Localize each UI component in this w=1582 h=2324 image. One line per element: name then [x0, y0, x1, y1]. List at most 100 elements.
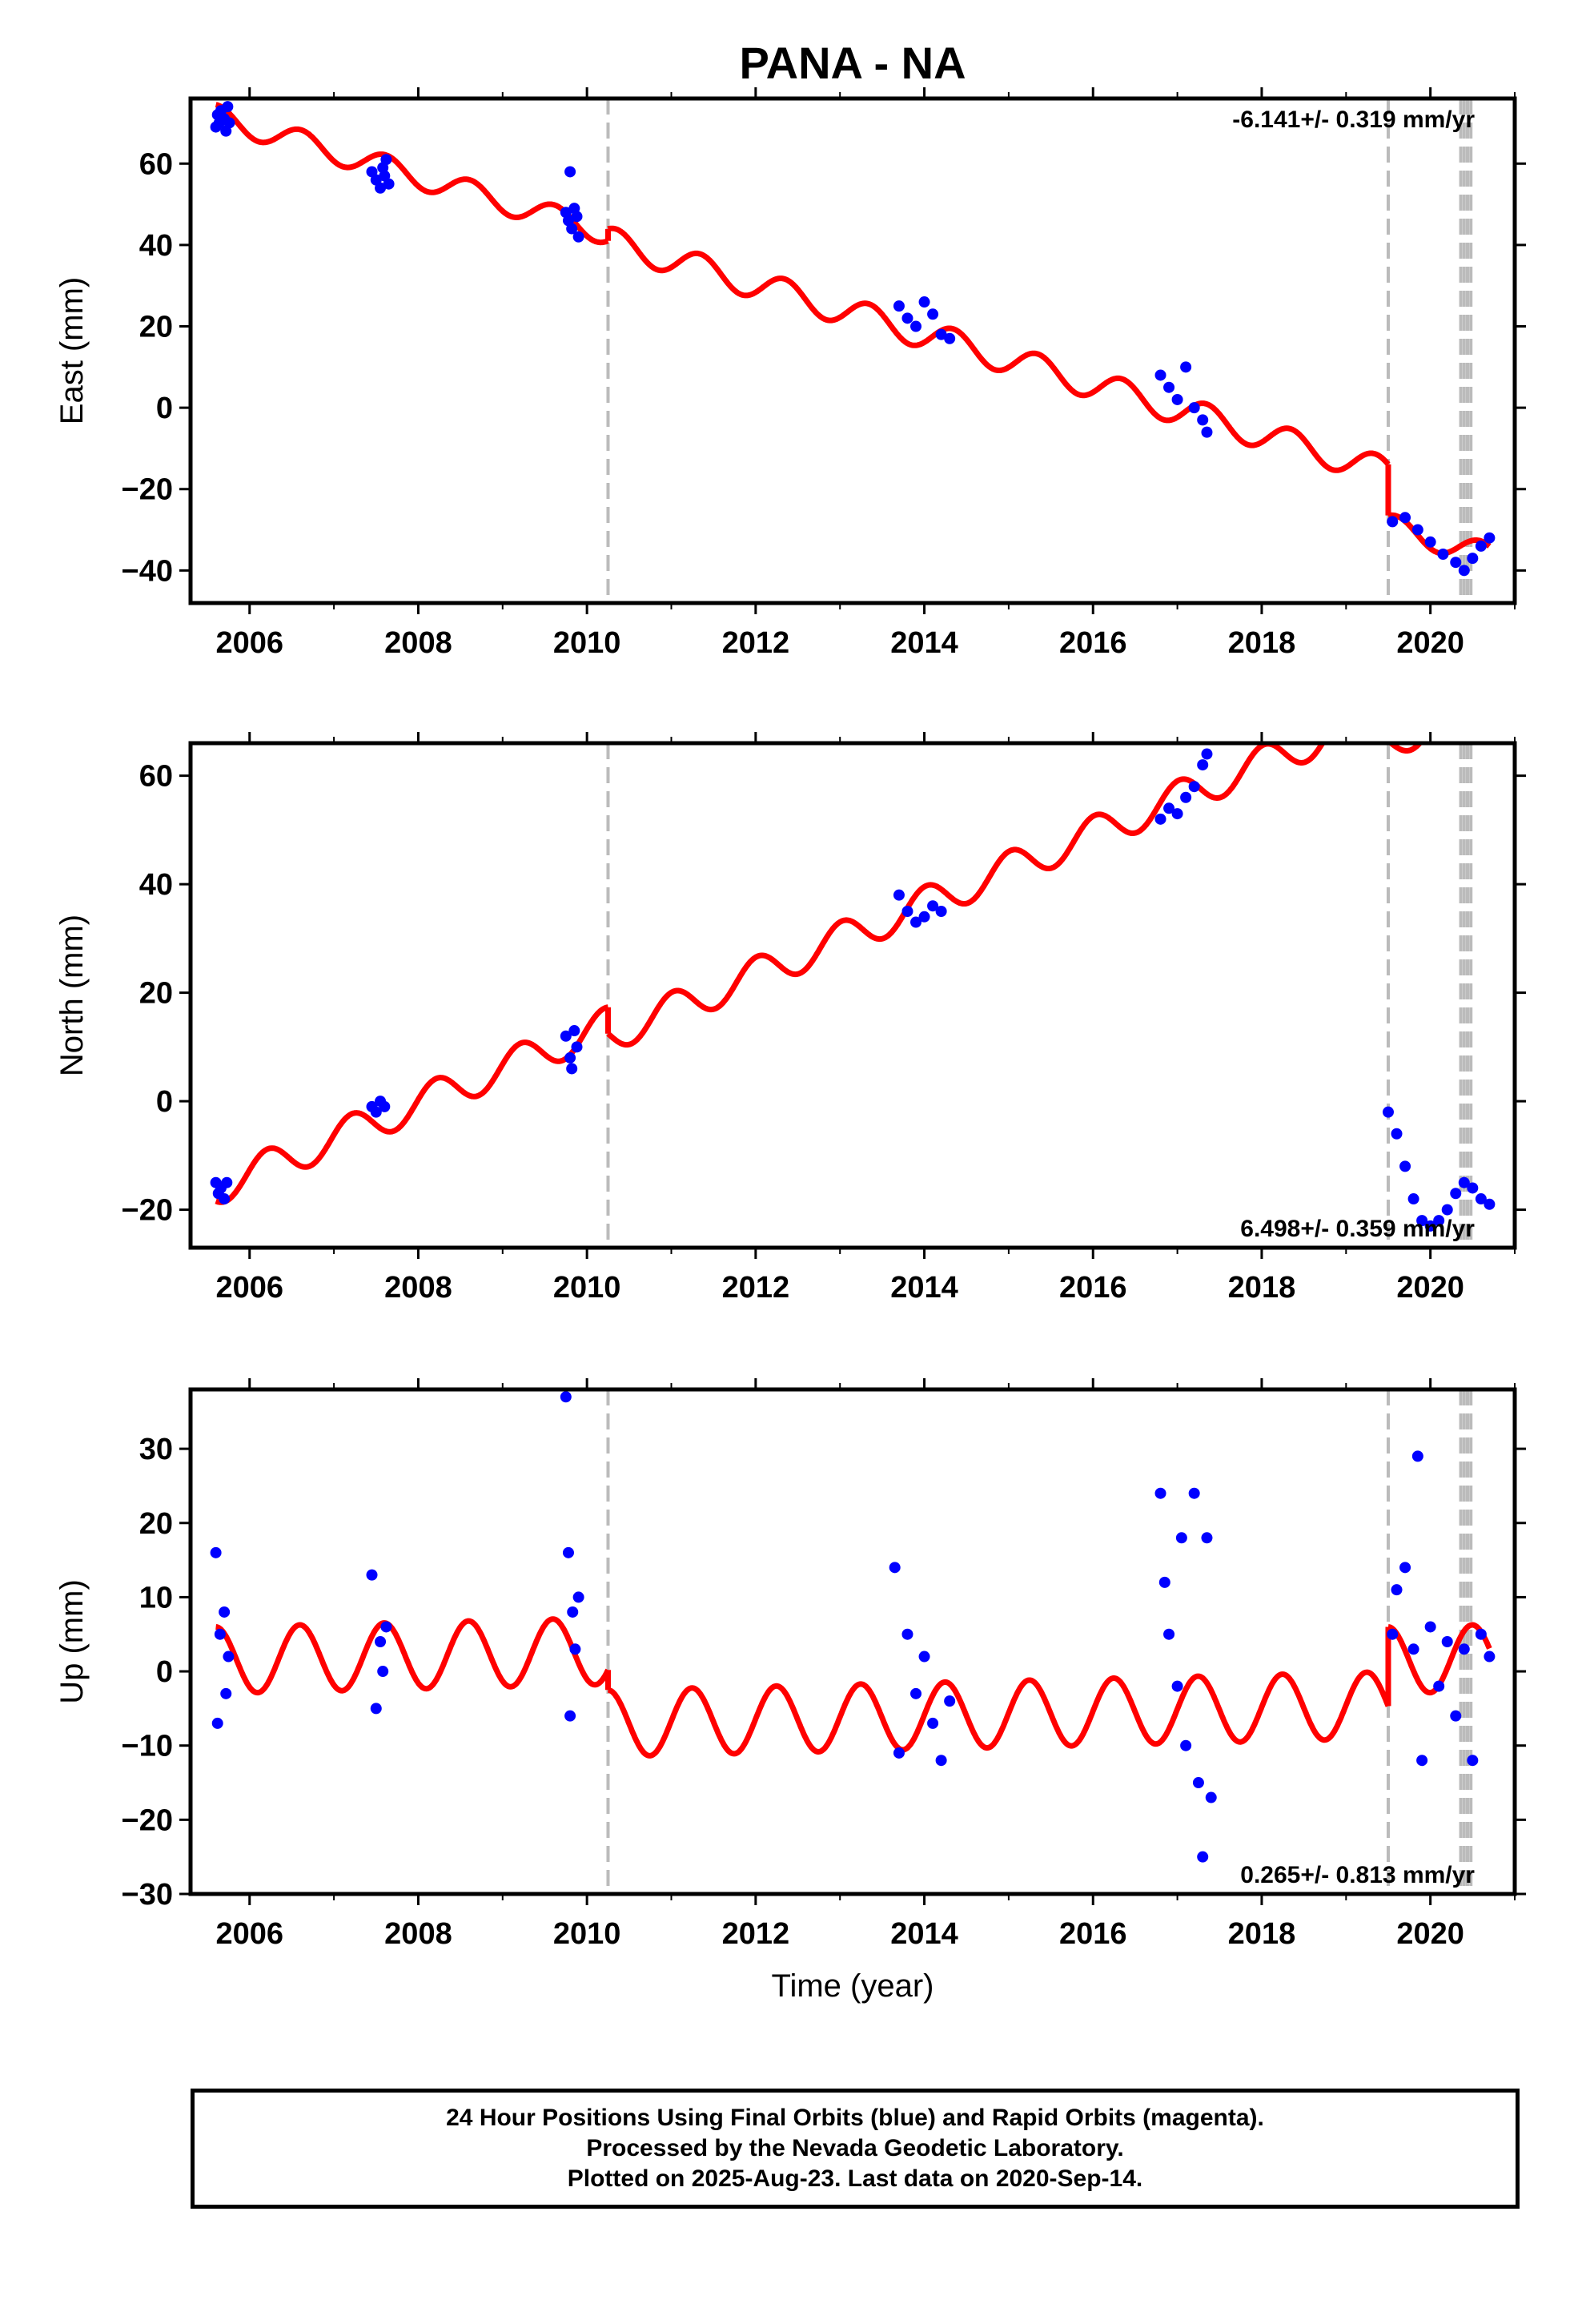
up-data-point	[569, 1643, 581, 1655]
north-x-tick-label: 2018	[1228, 1271, 1296, 1305]
north-x-tick-label: 2016	[1059, 1271, 1127, 1305]
up-y-tick-label: −10	[122, 1730, 173, 1763]
up-rate-label: 0.265+/- 0.813 mm/yr	[1240, 1862, 1475, 1888]
north-data-point	[1399, 1160, 1411, 1172]
east-data-point	[1163, 381, 1175, 393]
up-data-point	[910, 1687, 922, 1699]
north-y-tick-label: 0	[156, 1085, 173, 1119]
east-model-curve	[214, 102, 1492, 557]
up-data-point	[1158, 1576, 1170, 1588]
east-y-tick-label: 60	[139, 147, 173, 181]
up-model-segment	[605, 1669, 1391, 1759]
east-data-point	[1197, 414, 1209, 426]
up-y-tick-label: 20	[139, 1507, 173, 1541]
north-y-axis-label: North (mm)	[54, 915, 90, 1076]
up-data-point	[1467, 1755, 1479, 1767]
up-data-point	[564, 1710, 576, 1722]
up-model-curve	[214, 1616, 1492, 1759]
footer-line-3: Plotted on 2025-Aug-23. Last data on 202…	[567, 2165, 1143, 2192]
up-data-point	[366, 1569, 378, 1581]
north-data-point	[1424, 1220, 1436, 1232]
east-data-point	[572, 231, 584, 243]
east-data-point	[910, 320, 922, 332]
east-y-tick-label: −20	[122, 473, 173, 507]
north-data-point	[1197, 759, 1209, 771]
east-data-point	[1411, 524, 1423, 536]
north-model-segment	[214, 1004, 611, 1205]
up-y-tick-label: 0	[156, 1655, 173, 1689]
east-data-point	[1188, 402, 1200, 414]
up-data-point	[375, 1636, 387, 1647]
up-data-point	[562, 1546, 574, 1558]
up-x-tick-label: 2018	[1228, 1917, 1296, 1951]
north-data-point	[1180, 791, 1192, 803]
east-data-point	[918, 296, 930, 308]
north-data-point	[1163, 802, 1175, 814]
north-data-point	[1484, 1198, 1496, 1210]
x-axis-label: Time (year)	[772, 1968, 934, 2004]
east-data-point	[1424, 536, 1436, 548]
east-data-point	[1171, 393, 1183, 405]
east-model-segment	[214, 102, 611, 246]
up-data-point	[1411, 1450, 1423, 1462]
north-data-point	[1201, 748, 1213, 760]
up-data-point	[572, 1591, 584, 1603]
east-data-point	[935, 328, 947, 340]
east-data-point	[1201, 426, 1213, 438]
up-data-point	[918, 1651, 930, 1663]
north-data-point	[1416, 1215, 1428, 1227]
east-data-point	[1437, 549, 1449, 561]
east-x-tick-label: 2018	[1228, 626, 1296, 660]
up-data-point	[380, 1621, 392, 1633]
north-data-point	[1391, 1128, 1403, 1140]
east-data-point	[375, 182, 387, 194]
north-data-point	[1433, 1215, 1445, 1227]
up-data-point	[1391, 1584, 1403, 1596]
up-data-point	[210, 1546, 222, 1558]
up-data-point	[935, 1755, 947, 1767]
east-x-tick-label: 2008	[384, 626, 452, 660]
north-data-point	[1467, 1182, 1479, 1194]
up-data-point	[1201, 1532, 1213, 1544]
up-data-point	[1175, 1532, 1187, 1544]
north-data-point	[1382, 1106, 1394, 1118]
east-data-point	[901, 312, 913, 324]
north-x-tick-label: 2012	[722, 1271, 790, 1305]
north-data-point	[1171, 808, 1183, 820]
up-data-point	[1450, 1710, 1462, 1722]
up-data-point	[889, 1562, 901, 1574]
up-data-point	[1163, 1628, 1175, 1640]
up-y-tick-label: −30	[122, 1878, 173, 1912]
north-x-tick-label: 2010	[553, 1271, 621, 1305]
up-panel: −30 −20 −10 0 10 20 30 2006 2008 2010 2012 2014 2016…	[54, 1378, 1526, 1951]
up-y-tick-label: 10	[139, 1581, 173, 1614]
figure-title: PANA - NA	[739, 38, 966, 88]
up-data-point	[1192, 1777, 1204, 1789]
east-data-point	[1387, 516, 1399, 528]
up-data-point	[223, 1651, 235, 1663]
up-data-point	[1171, 1680, 1183, 1692]
up-data-point	[893, 1747, 905, 1759]
north-x-tick-label: 2006	[215, 1271, 283, 1305]
north-data-point	[901, 906, 913, 917]
north-x-tick-label: 2008	[384, 1271, 452, 1305]
up-y-tick-label: −20	[122, 1803, 173, 1837]
up-data-point	[1154, 1487, 1166, 1499]
east-data-point	[380, 154, 392, 166]
up-y-tick-label: 30	[139, 1433, 173, 1466]
up-data-point	[927, 1717, 939, 1729]
north-data-points	[210, 748, 1496, 1232]
up-data-point	[1197, 1851, 1209, 1863]
up-y-axis-label: Up (mm)	[54, 1579, 90, 1704]
footer-line-2: Processed by the Nevada Geodetic Laborat…	[586, 2135, 1124, 2161]
north-data-point	[1407, 1193, 1419, 1205]
up-data-point	[1180, 1739, 1192, 1751]
north-data-point	[1458, 1176, 1470, 1188]
up-data-point	[1458, 1643, 1470, 1655]
footer-box: 24 Hour Positions Using Final Orbits (bl…	[191, 2089, 1520, 2209]
east-data-point	[1450, 557, 1462, 569]
north-y-tick-label: −20	[122, 1194, 173, 1228]
east-x-tick-label: 2006	[215, 626, 283, 660]
east-x-tick-label: 2020	[1396, 626, 1464, 660]
east-y-tick-label: 20	[139, 311, 173, 344]
